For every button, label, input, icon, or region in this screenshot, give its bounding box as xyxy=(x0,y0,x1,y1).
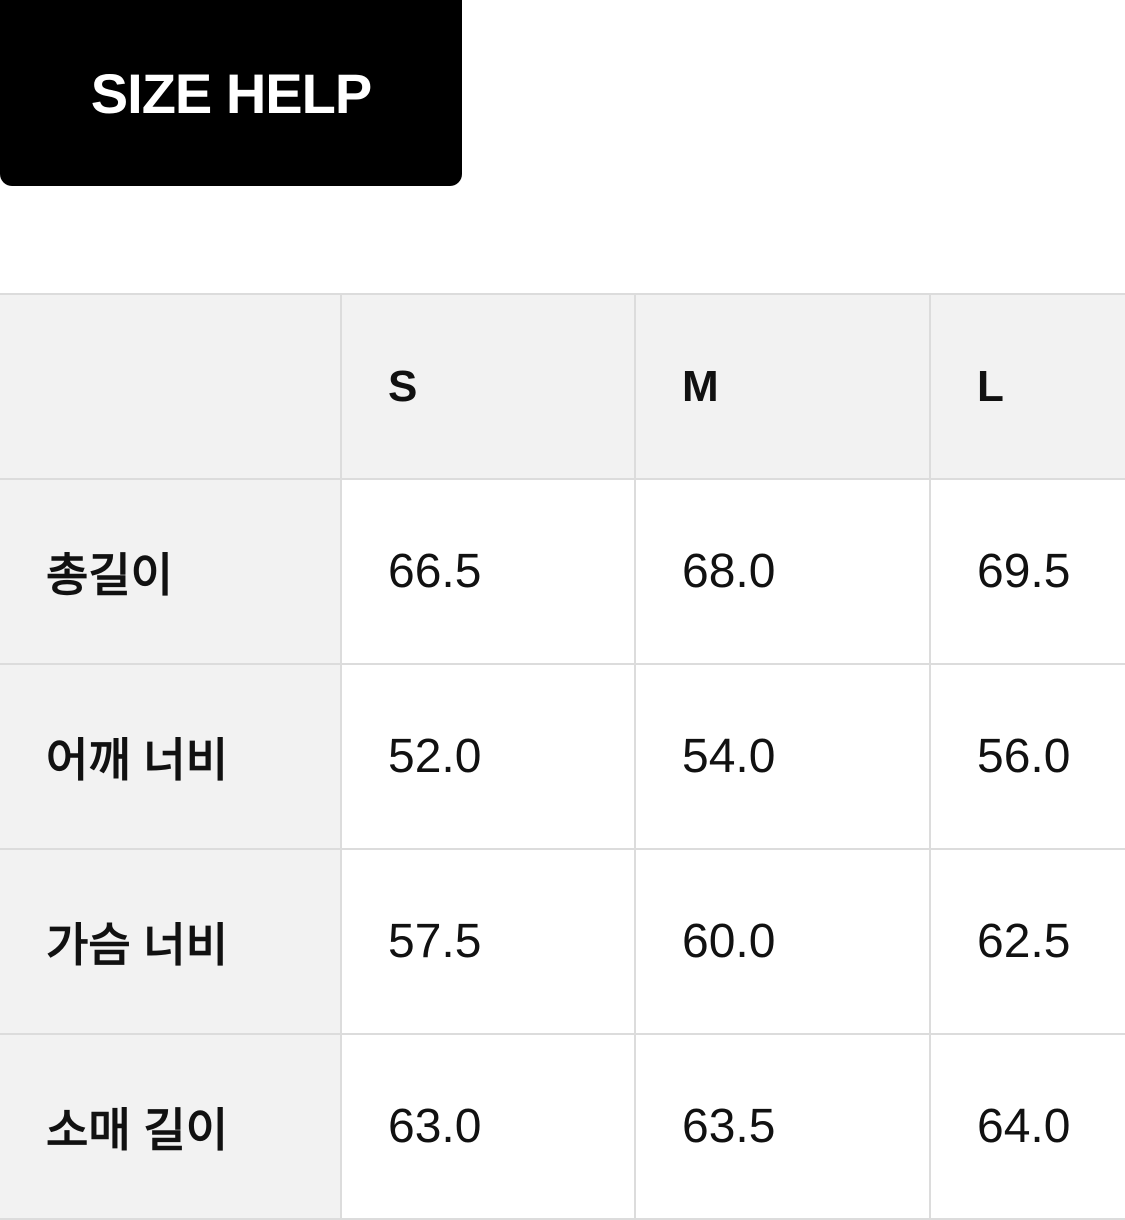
cell-value: 66.5 xyxy=(340,478,636,665)
cell-value: 62.5 xyxy=(929,848,1125,1035)
row-label: 어깨 너비 xyxy=(0,663,342,850)
cell-value: 68.0 xyxy=(634,478,931,665)
header-empty xyxy=(0,293,342,480)
row-label: 가슴 너비 xyxy=(0,848,342,1035)
size-table: S M L 총길이 66.5 68.0 69.5 어깨 너비 52.0 54.0… xyxy=(0,293,1125,1220)
cell-value: 56.0 xyxy=(929,663,1125,850)
cell-value: 69.5 xyxy=(929,478,1125,665)
cell-value: 54.0 xyxy=(634,663,931,850)
cell-value: 60.0 xyxy=(634,848,931,1035)
table-row: 총길이 66.5 68.0 69.5 xyxy=(0,478,1125,665)
table-header-row: S M L xyxy=(0,293,1125,480)
header-size-m: M xyxy=(634,293,931,480)
cell-value: 57.5 xyxy=(340,848,636,1035)
row-label: 총길이 xyxy=(0,478,342,665)
row-label: 소매 길이 xyxy=(0,1033,342,1220)
cell-value: 63.0 xyxy=(340,1033,636,1220)
table-row: 소매 길이 63.0 63.5 64.0 xyxy=(0,1033,1125,1220)
header-size-l: L xyxy=(929,293,1125,480)
table-row: 어깨 너비 52.0 54.0 56.0 xyxy=(0,663,1125,850)
table-row: 가슴 너비 57.5 60.0 62.5 xyxy=(0,848,1125,1035)
cell-value: 64.0 xyxy=(929,1033,1125,1220)
size-help-button[interactable]: SIZE HELP xyxy=(0,0,462,186)
header-size-s: S xyxy=(340,293,636,480)
cell-value: 52.0 xyxy=(340,663,636,850)
cell-value: 63.5 xyxy=(634,1033,931,1220)
